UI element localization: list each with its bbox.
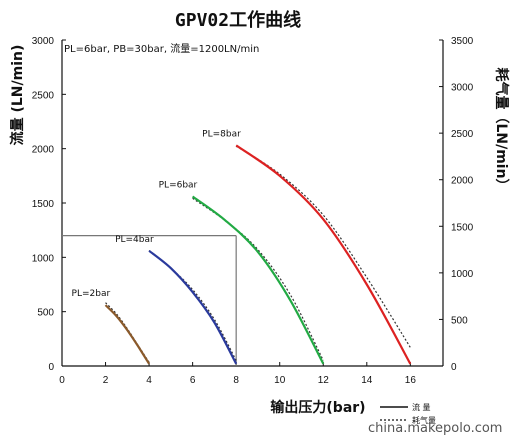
x-tick-label: 4 (146, 375, 152, 386)
series-3: PL=6bar (159, 180, 325, 365)
y-left-tick-label: 500 (37, 308, 54, 319)
x-tick-label: 6 (190, 375, 196, 386)
consumption-line (192, 197, 324, 361)
series-label: PL=8bar (202, 129, 241, 139)
y-right-tick-label: 0 (451, 362, 457, 373)
flow-line (191, 195, 325, 365)
legend: 流 量 耗气量 (380, 402, 436, 425)
y-right-tick-label: 3000 (451, 83, 474, 94)
legend-label-flow: 流 量 (412, 402, 431, 412)
y-left-tick-label: 1500 (32, 199, 55, 210)
watermark: china.makepolo.com (368, 421, 502, 436)
x-tick-label: 8 (233, 375, 239, 386)
y-right-tick-label: 2500 (451, 129, 474, 140)
y-left-tick-label: 2000 (32, 145, 55, 156)
y-right-tick-label: 2000 (451, 176, 474, 187)
consumption-line (148, 250, 237, 361)
y-left-tick-label: 2500 (32, 90, 55, 101)
x-axis-label: 输出压力(bar) (270, 399, 365, 416)
series-2: PL=4bar (115, 235, 238, 365)
series-label: PL=4bar (115, 235, 154, 245)
series-1: PL=2bar (72, 289, 151, 365)
y-left-tick-label: 3000 (32, 36, 55, 47)
flow-line (148, 249, 238, 365)
flow-line (235, 144, 412, 365)
condition-label: PL=6bar, PB=30bar, 流量=1200LN/min (64, 42, 259, 55)
x-tick-label: 14 (361, 375, 373, 386)
y-left-label: 流量 (LN/min) (9, 45, 26, 146)
x-tick-label: 10 (274, 375, 286, 386)
series-group: PL=2bar PL=4bar PL=6bar PL=8bar (72, 129, 412, 365)
chart-title: GPV02工作曲线 (175, 9, 301, 31)
y-left-tick-label: 1000 (32, 253, 55, 264)
series-label: PL=6bar (159, 180, 198, 190)
y-right-label: 耗气量（LN/min） (493, 67, 510, 192)
x-tick-label: 16 (405, 375, 417, 386)
flow-line (104, 304, 151, 365)
x-tick-label: 0 (59, 375, 65, 386)
y-right-tick-label: 1000 (451, 269, 474, 280)
x-tick-label: 12 (318, 375, 330, 386)
y-left-tick-label: 0 (48, 362, 54, 373)
legend-label-consumption: 耗气量 (412, 415, 436, 425)
x-tick-label: 2 (103, 375, 109, 386)
reference-lines (62, 235, 237, 366)
axes: 0 2 4 6 8 10 12 14 16 0 500 1000 1500 2000 2500 3000 0 50… (32, 36, 474, 386)
series-4: PL=8bar (202, 129, 412, 365)
series-label: PL=2bar (72, 289, 111, 299)
y-right-tick-label: 1500 (451, 222, 474, 233)
y-right-tick-label: 3500 (451, 36, 474, 47)
y-right-tick-label: 500 (451, 315, 468, 326)
